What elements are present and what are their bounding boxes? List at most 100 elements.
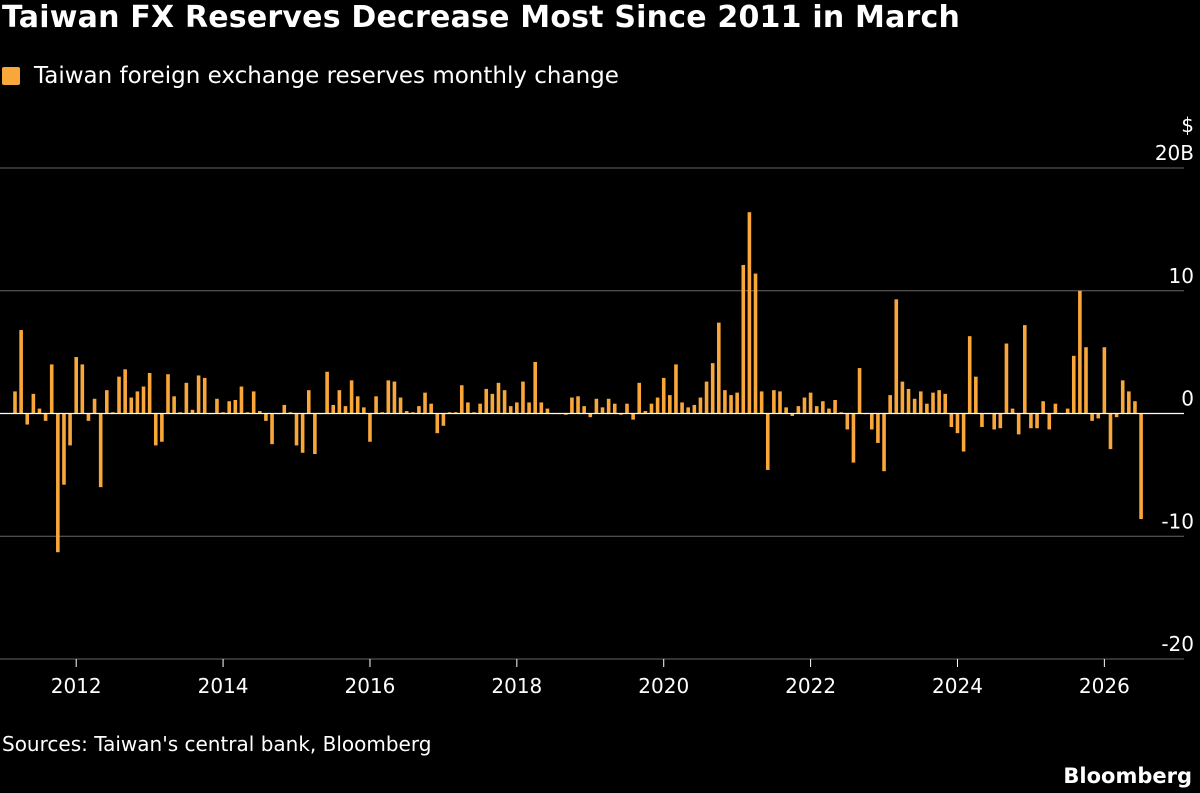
legend-swatch <box>2 67 20 85</box>
bar <box>166 374 170 414</box>
bar <box>637 382 642 414</box>
bar <box>105 390 109 414</box>
y-tick-label: -10 <box>1161 509 1194 533</box>
bar <box>649 403 654 414</box>
bar <box>955 413 960 434</box>
bar <box>1023 325 1027 414</box>
bar <box>453 412 458 414</box>
bar <box>1010 408 1015 414</box>
bar <box>600 407 605 414</box>
bar <box>900 381 905 414</box>
y-tick-label: -20 <box>1161 632 1194 656</box>
bar <box>882 413 886 472</box>
bar <box>851 413 856 463</box>
x-tick-label: 2012 <box>51 674 102 698</box>
bar <box>894 299 899 414</box>
bar <box>692 404 697 414</box>
bar <box>502 390 507 414</box>
bar <box>723 390 727 414</box>
bar <box>1047 413 1052 430</box>
bar <box>1084 347 1088 414</box>
bar <box>31 393 36 414</box>
bar <box>141 386 146 414</box>
bar <box>190 409 195 414</box>
bar <box>870 413 874 430</box>
bar <box>1133 401 1137 414</box>
bar <box>368 413 372 442</box>
bar <box>1108 413 1113 450</box>
bar <box>178 412 183 414</box>
bar <box>582 406 586 414</box>
bar <box>833 400 837 414</box>
x-tick-label: 2018 <box>491 674 542 698</box>
bar <box>814 406 819 414</box>
bar <box>496 382 501 414</box>
bar-chart: 20B 10 0 -10 -20 $2012 2014 2016 2018 2020 2022 202… <box>0 113 1194 698</box>
bar <box>74 357 78 414</box>
bar <box>839 412 843 414</box>
bar <box>478 403 482 414</box>
bar <box>1065 408 1070 414</box>
bar <box>704 381 709 414</box>
bar <box>435 413 440 434</box>
bar <box>337 390 342 414</box>
bar <box>147 372 152 414</box>
bar <box>68 413 72 446</box>
bar <box>961 413 966 452</box>
bar <box>906 388 911 414</box>
bar <box>153 413 158 446</box>
bar <box>239 386 244 414</box>
bar <box>1016 413 1021 435</box>
bar <box>355 396 360 414</box>
bar <box>98 413 103 488</box>
bar <box>661 377 666 414</box>
bar <box>417 406 421 414</box>
bar <box>515 402 519 414</box>
x-tick-label: 2026 <box>1079 674 1130 698</box>
bar <box>949 413 954 427</box>
source-note: Sources: Taiwan's central bank, Bloomber… <box>2 732 432 756</box>
bar <box>13 391 17 414</box>
legend: Taiwan foreign exchange reserves monthly… <box>2 60 619 92</box>
bar <box>227 401 231 414</box>
bar <box>92 398 97 414</box>
bar <box>86 413 91 421</box>
bar <box>784 407 788 414</box>
bar <box>668 395 672 414</box>
bar <box>196 375 201 414</box>
bar <box>472 412 476 414</box>
bar <box>674 364 678 414</box>
bar <box>564 413 568 415</box>
bar <box>655 397 660 414</box>
bar <box>258 411 262 414</box>
bar <box>43 413 48 421</box>
bar <box>215 398 219 414</box>
bar <box>202 377 207 414</box>
bar <box>62 413 66 485</box>
bar <box>374 396 378 414</box>
bar <box>1004 343 1009 414</box>
bar <box>980 413 984 427</box>
x-tick-label: 2020 <box>638 674 689 698</box>
bar <box>790 413 795 416</box>
bar <box>606 398 611 414</box>
bar <box>796 406 801 414</box>
bar <box>135 391 140 414</box>
bar <box>270 413 274 445</box>
y-unit-label: $ <box>1181 113 1194 137</box>
bar <box>123 369 127 414</box>
bar <box>1078 290 1082 414</box>
bar <box>264 413 268 421</box>
bar <box>447 412 452 414</box>
bar <box>251 391 256 414</box>
bar <box>184 382 189 414</box>
bar <box>1041 401 1045 414</box>
bar <box>362 407 366 414</box>
bar <box>221 412 225 414</box>
bar <box>992 413 996 430</box>
bar <box>1029 413 1033 429</box>
x-tick-label: 2014 <box>198 674 249 698</box>
bar <box>741 264 746 414</box>
bar <box>772 390 776 414</box>
bar <box>710 363 715 414</box>
